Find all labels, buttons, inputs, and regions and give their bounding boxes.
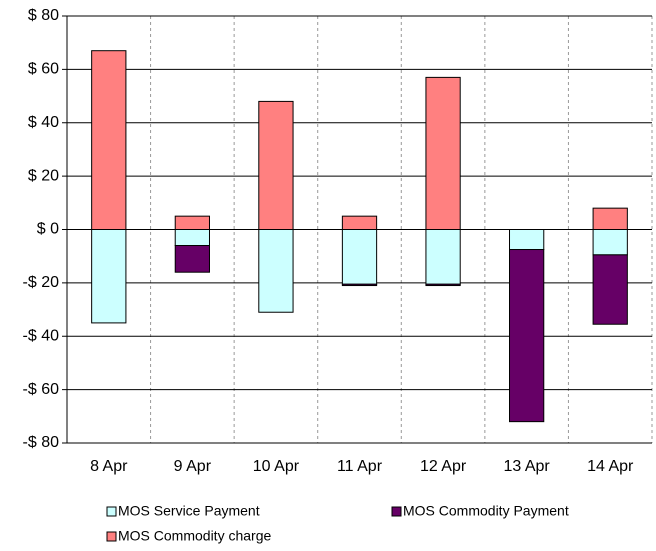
y-tick-label: $ 20	[28, 167, 59, 184]
x-tick-label: 12 Apr	[420, 458, 467, 475]
x-tick-label: 11 Apr	[337, 458, 383, 475]
y-tick-label: $ 80	[28, 7, 59, 24]
y-tick-label: $ 40	[28, 114, 59, 131]
x-tick-label: 9 Apr	[174, 458, 212, 475]
legend-swatch	[106, 531, 117, 542]
legend-label: MOS Commodity charge	[118, 528, 271, 544]
bar	[91, 229, 127, 324]
bar	[509, 229, 545, 251]
bar	[425, 76, 461, 230]
x-tick-label: 13 Apr	[504, 458, 551, 475]
y-tick-label: -$ 60	[23, 381, 60, 398]
bar	[258, 229, 294, 313]
bar	[91, 50, 127, 230]
bar	[341, 229, 378, 285]
bar	[341, 215, 378, 230]
bar	[258, 100, 294, 231]
bar	[174, 229, 210, 247]
y-tick-label: -$ 80	[23, 434, 60, 451]
y-tick-label: -$ 40	[23, 327, 60, 344]
y-tick-label: $ 60	[28, 61, 59, 78]
bar	[425, 229, 461, 285]
legend-swatch	[106, 506, 117, 517]
bar	[592, 254, 628, 325]
legend-label: MOS Service Payment	[118, 503, 260, 519]
bar	[174, 245, 210, 273]
x-tick-label: 10 Apr	[253, 458, 300, 475]
x-tick-label: 14 Apr	[587, 458, 634, 475]
x-tick-label: 8 Apr	[90, 458, 128, 475]
y-tick-label: $ 0	[37, 221, 59, 238]
legend-swatch	[391, 506, 402, 517]
bar	[509, 249, 545, 423]
bar	[425, 283, 461, 287]
bar	[341, 283, 378, 287]
bar	[592, 207, 628, 230]
y-tick-label: -$ 20	[23, 274, 60, 291]
bar	[592, 229, 628, 256]
legend-label: MOS Commodity Payment	[403, 503, 569, 519]
legend: MOS Service Payment MOS Commodity Payment…	[106, 503, 569, 544]
bar	[174, 215, 210, 230]
